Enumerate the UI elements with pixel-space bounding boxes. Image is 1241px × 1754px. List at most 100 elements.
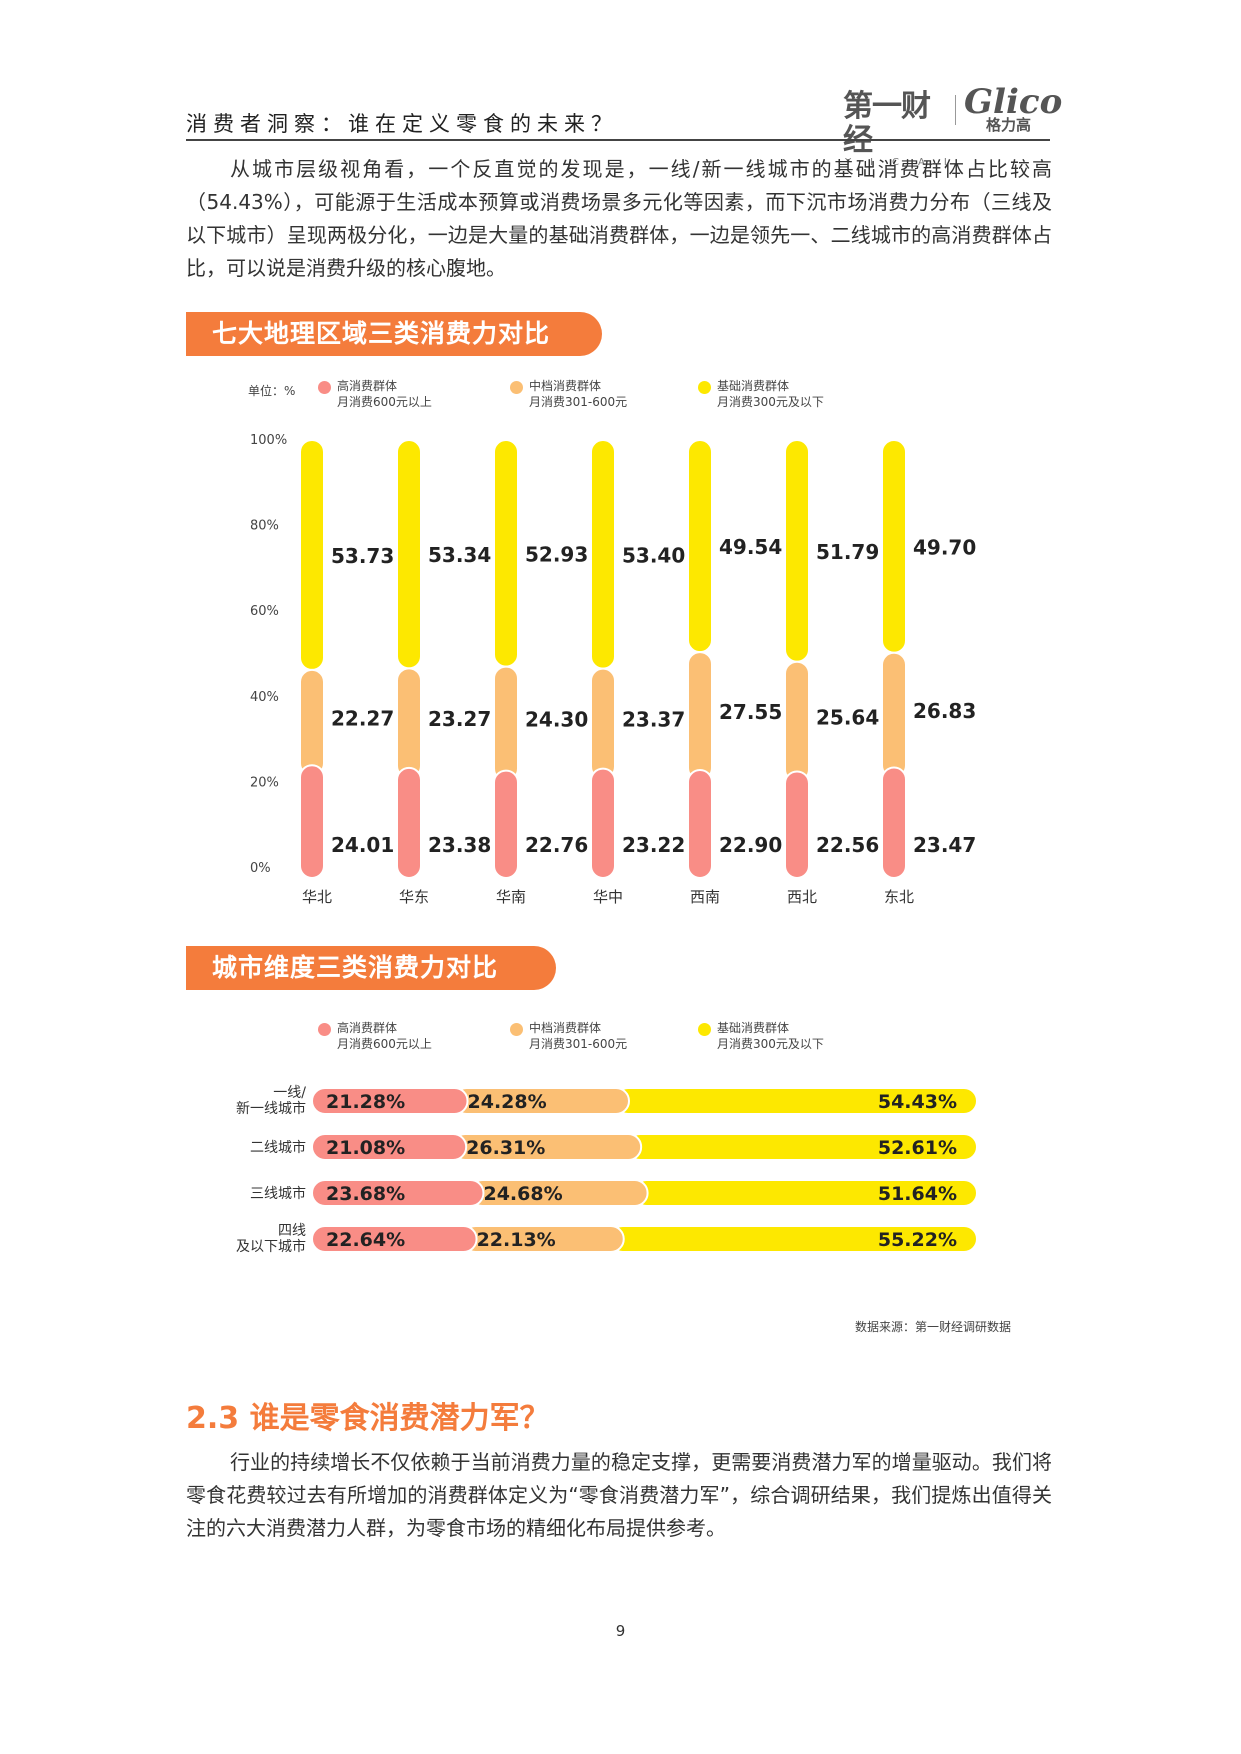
legend-dot-high bbox=[318, 1023, 331, 1036]
legend-base-name: 基础消费群体 bbox=[717, 379, 790, 393]
data-label: 23.27 bbox=[428, 707, 491, 731]
data-label: 52.93 bbox=[525, 542, 588, 566]
legend-high-name: 高消费群体 bbox=[337, 379, 398, 393]
data-label: 27.55 bbox=[719, 700, 782, 724]
data-label: 53.40 bbox=[622, 543, 685, 567]
data-label: 24.30 bbox=[525, 708, 588, 732]
x-tick-label: 华北 bbox=[302, 888, 332, 906]
bar-segment bbox=[299, 438, 325, 671]
legend-high-desc: 月消费600元以上 bbox=[337, 395, 432, 409]
data-label: 21.08% bbox=[326, 1137, 405, 1159]
bar-segment bbox=[590, 767, 616, 880]
intro-paragraph-text: 从城市层级视角看，一个反直觉的发现是，一线/新一线城市的基础消费群体占比较高（5… bbox=[186, 157, 1052, 280]
bar-segment bbox=[299, 764, 325, 880]
bar-segment bbox=[881, 766, 907, 879]
data-label: 51.64% bbox=[878, 1183, 957, 1205]
data-label: 22.56 bbox=[816, 833, 879, 857]
data-label: 24.68% bbox=[483, 1183, 562, 1205]
y-tick-label: 0% bbox=[250, 861, 271, 876]
legend-dot-base bbox=[698, 1023, 711, 1036]
y-tick-label: 三线城市 bbox=[250, 1185, 306, 1202]
bar-segment bbox=[396, 766, 422, 879]
section-title-regions: 七大地理区域三类消费力对比 bbox=[186, 312, 602, 356]
data-source: 数据来源：第一财经调研数据 bbox=[854, 1320, 1011, 1334]
page-number: 9 bbox=[615, 1622, 626, 1640]
data-label: 23.37 bbox=[622, 708, 685, 732]
y-tick-label: 二线城市 bbox=[250, 1139, 306, 1156]
x-tick-label: 华东 bbox=[399, 888, 429, 906]
page-header-title: 消费者洞察：谁在定义零食的未来？ bbox=[186, 112, 618, 136]
legend-mid-name: 中档消费群体 bbox=[529, 1021, 602, 1035]
data-label: 23.68% bbox=[326, 1183, 405, 1205]
bar-segment bbox=[687, 439, 713, 654]
unit-label: 单位：% bbox=[248, 384, 296, 398]
bar-segment bbox=[396, 439, 422, 670]
legend-dot-high bbox=[318, 381, 331, 394]
header-divider bbox=[186, 139, 1050, 141]
legend-base-name: 基础消费群体 bbox=[717, 1021, 790, 1035]
bar-segment bbox=[396, 667, 422, 779]
y-tick-label: 20% bbox=[250, 775, 279, 790]
data-label: 24.01 bbox=[331, 833, 394, 857]
y-tick-label: 新一线城市 bbox=[236, 1100, 306, 1117]
y-tick-label: 及以下城市 bbox=[236, 1238, 306, 1255]
data-label: 22.64% bbox=[326, 1229, 405, 1251]
chart-cities: 一线/新一线城市 21.28% 24.28% 54.43% 二线城市 21.08% 26.3… bbox=[236, 1085, 978, 1255]
x-tick-label: 华南 bbox=[496, 888, 526, 906]
data-label: 54.43% bbox=[878, 1091, 957, 1113]
data-label: 22.27 bbox=[331, 707, 394, 731]
legend-mid-desc: 月消费301-600元 bbox=[529, 395, 628, 409]
potential-paragraph-text: 行业的持续增长不仅依赖于当前消费力量的稳定支撑，更需要消费潜力军的增量驱动。我们… bbox=[186, 1450, 1052, 1540]
bar-segment bbox=[299, 668, 325, 777]
x-tick-label: 西北 bbox=[787, 888, 817, 906]
data-label: 51.79 bbox=[816, 540, 879, 564]
yicai-logo-text: 第一财经 bbox=[843, 89, 931, 158]
data-label: 25.64 bbox=[816, 706, 879, 730]
legend-base-desc: 月消费300元及以下 bbox=[717, 395, 824, 409]
y-tick-label: 80% bbox=[250, 519, 279, 534]
data-label: 23.38 bbox=[428, 833, 491, 857]
legend-base-desc: 月消费300元及以下 bbox=[717, 1037, 824, 1051]
data-label: 22.76 bbox=[525, 833, 588, 857]
legend-mid-name: 中档消费群体 bbox=[529, 379, 602, 393]
data-label: 49.70 bbox=[913, 535, 976, 559]
bar-segment bbox=[590, 439, 616, 670]
legend-mid-desc: 月消费301-600元 bbox=[529, 1037, 628, 1051]
section-title-cities: 城市维度三类消费力对比 bbox=[186, 946, 556, 990]
y-tick-label: 60% bbox=[250, 604, 279, 619]
bar-segment bbox=[311, 1225, 478, 1253]
logo-separator bbox=[955, 95, 956, 125]
y-tick-label: 一线/ bbox=[273, 1085, 306, 1101]
data-label: 49.54 bbox=[719, 535, 782, 559]
bar-segment bbox=[784, 439, 810, 663]
data-label: 23.47 bbox=[913, 833, 976, 857]
bar-segment bbox=[311, 1087, 469, 1115]
chart-regions: 0% 20% 40% 60% 80% 100% 24.01 22.27 53.73 华北 23.38… bbox=[250, 433, 976, 906]
data-label: 53.73 bbox=[331, 544, 394, 568]
data-label: 23.22 bbox=[622, 833, 685, 857]
data-label: 24.28% bbox=[468, 1091, 547, 1113]
x-tick-label: 东北 bbox=[884, 888, 914, 906]
y-tick-label: 40% bbox=[250, 690, 279, 705]
data-label: 22.13% bbox=[477, 1229, 556, 1251]
bar-segment bbox=[311, 1133, 468, 1161]
glico-logo-cn: 格力高 bbox=[986, 116, 1032, 134]
section-heading-potential: 2.3 谁是零食消费潜力军？ bbox=[186, 1401, 550, 1436]
bar-segment bbox=[784, 770, 810, 880]
potential-paragraph: 行业的持续增长不仅依赖于当前消费力量的稳定支撑，更需要消费潜力军的增量驱动。我们… bbox=[186, 1446, 1052, 1545]
bar-segment bbox=[493, 439, 519, 668]
x-tick-label: 西南 bbox=[690, 888, 720, 906]
bar-segment bbox=[493, 769, 519, 879]
x-tick-label: 华中 bbox=[593, 888, 623, 906]
bar-segment bbox=[493, 665, 519, 782]
legend-dot-base bbox=[698, 381, 711, 394]
legend-high-name: 高消费群体 bbox=[337, 1021, 398, 1035]
data-label: 52.61% bbox=[878, 1137, 957, 1159]
bar-segment bbox=[784, 660, 810, 783]
legend-dot-mid bbox=[510, 381, 523, 394]
bar-segment bbox=[881, 439, 907, 654]
bar-segment bbox=[590, 667, 616, 780]
bar-segment bbox=[687, 768, 713, 880]
bar-segment bbox=[881, 651, 907, 779]
data-label: 53.34 bbox=[428, 543, 491, 567]
